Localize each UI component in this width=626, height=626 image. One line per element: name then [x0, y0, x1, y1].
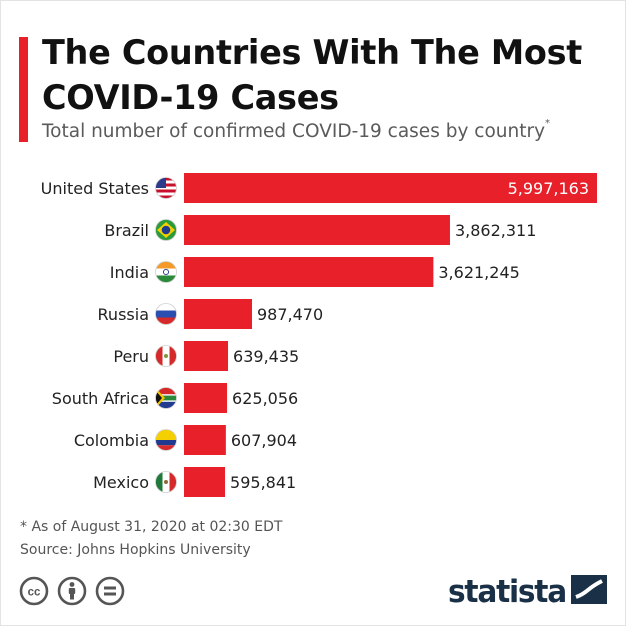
bar	[184, 215, 450, 245]
source-text: Source: Johns Hopkins University	[20, 542, 251, 558]
value-label: 607,904	[231, 431, 297, 450]
category-label: South Africa	[52, 389, 149, 408]
value-label: 639,435	[233, 347, 299, 366]
bar	[184, 257, 434, 287]
chart-subtitle: Total number of confirmed COVID-19 cases…	[42, 118, 551, 142]
value-label: 3,621,245	[438, 263, 519, 282]
subtitle-footnote-marker: *	[545, 118, 551, 129]
peru-flag-icon	[155, 345, 177, 367]
category-label: Colombia	[74, 431, 149, 450]
us-flag-icon	[155, 177, 177, 199]
brand-wordmark: statista	[448, 574, 566, 610]
category-label: United States	[41, 179, 149, 198]
subtitle-text: Total number of confirmed COVID-19 cases…	[42, 121, 546, 142]
category-label: India	[110, 263, 149, 282]
statista-logo[interactable]: statista	[448, 566, 610, 615]
value-label: 625,056	[232, 389, 298, 408]
colombia-flag-icon	[155, 429, 177, 451]
license-icons: cc	[19, 576, 129, 613]
bar	[184, 299, 253, 329]
chart-footnote: * As of August 31, 2020 at 02:30 EDT Sou…	[20, 516, 282, 562]
svg-text:cc: cc	[28, 587, 41, 599]
cc-icon[interactable]: cc	[19, 576, 49, 606]
category-label: Peru	[113, 347, 149, 366]
footnote-text: * As of August 31, 2020 at 02:30 EDT	[20, 519, 283, 535]
chart-title: The Countries With The Most COVID-19 Cas…	[42, 33, 582, 117]
india-flag-icon	[155, 261, 177, 283]
bar	[184, 383, 228, 413]
brazil-flag-icon	[155, 219, 177, 241]
statista-mark-icon	[571, 575, 607, 604]
no-derivatives-icon[interactable]	[95, 576, 125, 606]
value-label: 595,841	[230, 473, 296, 492]
category-label: Brazil	[104, 221, 149, 240]
title-accent-bar	[19, 37, 28, 142]
russia-flag-icon	[155, 303, 177, 325]
value-label: 3,862,311	[455, 221, 536, 240]
category-label: Russia	[98, 305, 149, 324]
statista-logo-graphic: statista	[448, 574, 607, 610]
bar-chart: United States 5,997,163 Brazil 3,862,311 Ind…	[41, 173, 597, 497]
value-label: 987,470	[257, 305, 323, 324]
license-icon-group: cc	[19, 576, 125, 606]
bar	[184, 425, 226, 455]
attribution-icon[interactable]	[57, 576, 87, 606]
bar	[184, 173, 597, 203]
bar	[184, 341, 229, 371]
mexico-flag-icon	[155, 471, 177, 493]
value-label: 5,997,163	[508, 179, 589, 198]
bar	[184, 467, 226, 497]
category-label: Mexico	[93, 473, 149, 492]
south-africa-flag-icon	[155, 387, 177, 409]
